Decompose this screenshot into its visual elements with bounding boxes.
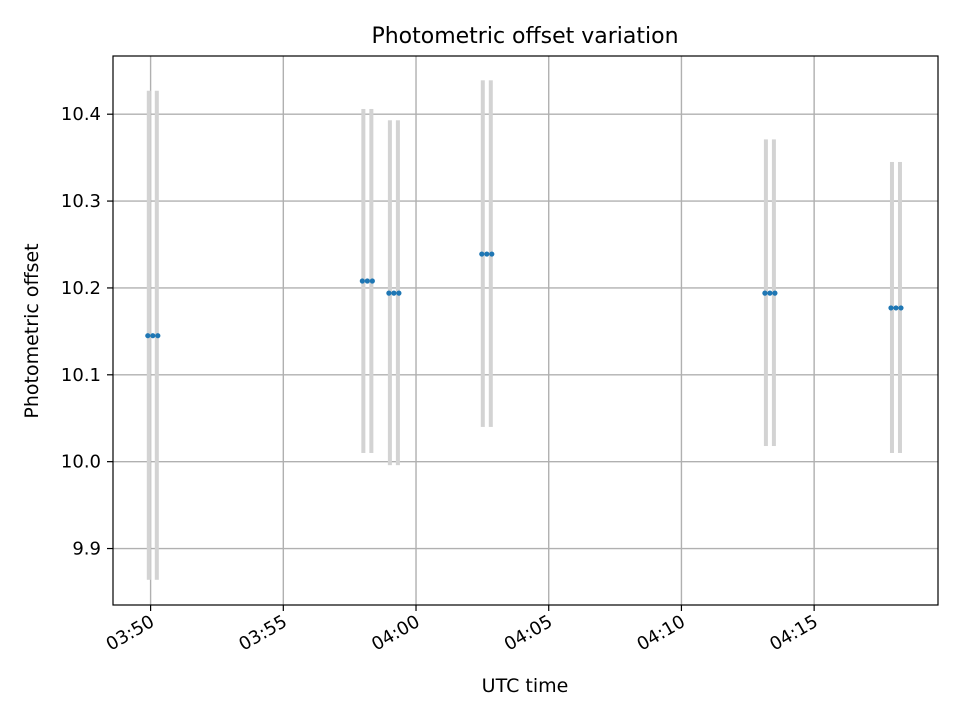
data-point — [762, 290, 768, 296]
data-point — [484, 251, 490, 257]
data-point — [155, 333, 161, 339]
data-point — [489, 251, 495, 257]
chart-title: Photometric offset variation — [371, 24, 678, 49]
data-point — [772, 290, 778, 296]
y-axis-label: Photometric offset — [21, 243, 43, 418]
data-point — [150, 333, 156, 339]
y-tick-label: 10.1 — [61, 365, 101, 386]
plot-frame — [112, 55, 939, 606]
data-point — [386, 290, 392, 296]
y-tick-label: 10.2 — [61, 278, 101, 299]
y-axis-ticks: 9.9 10.0 10.1 10.2 10.3 10.4 — [61, 104, 113, 560]
y-tick-label: 10.4 — [61, 104, 101, 125]
data-point — [767, 290, 773, 296]
data-point — [888, 305, 894, 311]
data-point — [479, 251, 485, 257]
y-tick-label: 10.3 — [61, 191, 101, 212]
data-point — [893, 305, 899, 311]
data-point — [359, 278, 365, 284]
y-tick-label: 10.0 — [61, 452, 101, 473]
data-point — [145, 333, 151, 339]
data-point — [369, 278, 375, 284]
data-point — [364, 278, 370, 284]
x-axis-label: UTC time — [482, 675, 569, 697]
grid-lines — [113, 56, 938, 605]
data-point — [898, 305, 904, 311]
y-tick-label: 9.9 — [72, 539, 101, 560]
data-points — [145, 251, 904, 339]
data-point — [391, 290, 397, 296]
data-point — [396, 290, 402, 296]
